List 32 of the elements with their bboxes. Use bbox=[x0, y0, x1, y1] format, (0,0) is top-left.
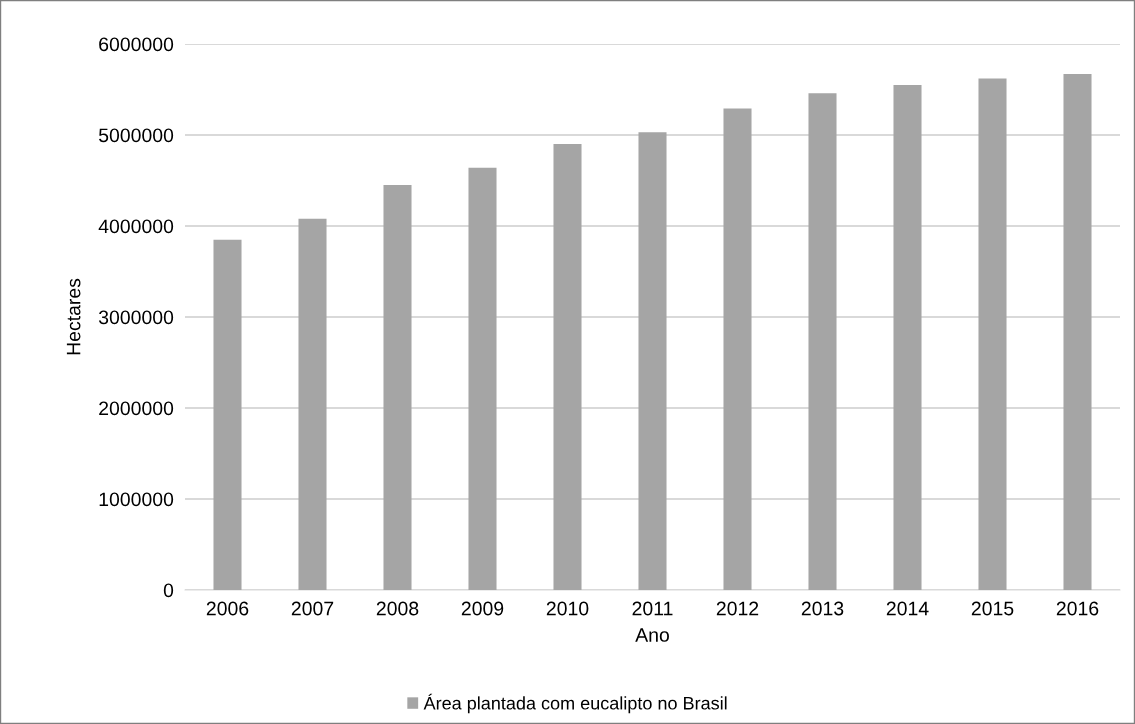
y-tick-label: 0 bbox=[163, 583, 174, 598]
legend-label: Área plantada com eucalipto no Brasil bbox=[423, 693, 727, 714]
y-tick-label: 3000000 bbox=[98, 310, 174, 325]
x-tick-label: 2007 bbox=[291, 601, 334, 616]
bar bbox=[808, 93, 837, 590]
x-tick-label: 2010 bbox=[546, 601, 589, 616]
bar bbox=[638, 132, 667, 590]
bar bbox=[553, 144, 582, 590]
y-tick-label: 2000000 bbox=[99, 401, 174, 416]
x-tick-label: 2008 bbox=[376, 601, 419, 616]
x-tick-label: 2013 bbox=[801, 601, 844, 616]
y-axis-title: Hectares bbox=[66, 278, 81, 355]
x-tick-label: 2015 bbox=[971, 601, 1014, 616]
y-tick-label: 4000000 bbox=[98, 219, 174, 234]
x-axis-title: Ano bbox=[635, 628, 669, 642]
x-tick-label: 2006 bbox=[206, 601, 249, 616]
bar bbox=[978, 78, 1007, 590]
x-tick-label: 2011 bbox=[632, 601, 673, 616]
bar bbox=[383, 185, 412, 590]
bar bbox=[298, 218, 327, 590]
x-tick-label: 2009 bbox=[461, 601, 504, 616]
x-tick-label: 2016 bbox=[1056, 601, 1099, 616]
bar bbox=[1063, 74, 1092, 590]
x-tick-label: 2012 bbox=[716, 601, 759, 616]
x-tick-label: 2014 bbox=[886, 601, 929, 616]
y-tick-label: 6000000 bbox=[99, 37, 174, 52]
bar bbox=[213, 239, 242, 590]
bar bbox=[723, 108, 752, 590]
bar bbox=[893, 84, 922, 590]
y-tick-label: 1000000 bbox=[99, 492, 174, 507]
y-tick-label: 5000000 bbox=[98, 128, 174, 143]
bar bbox=[468, 167, 497, 590]
